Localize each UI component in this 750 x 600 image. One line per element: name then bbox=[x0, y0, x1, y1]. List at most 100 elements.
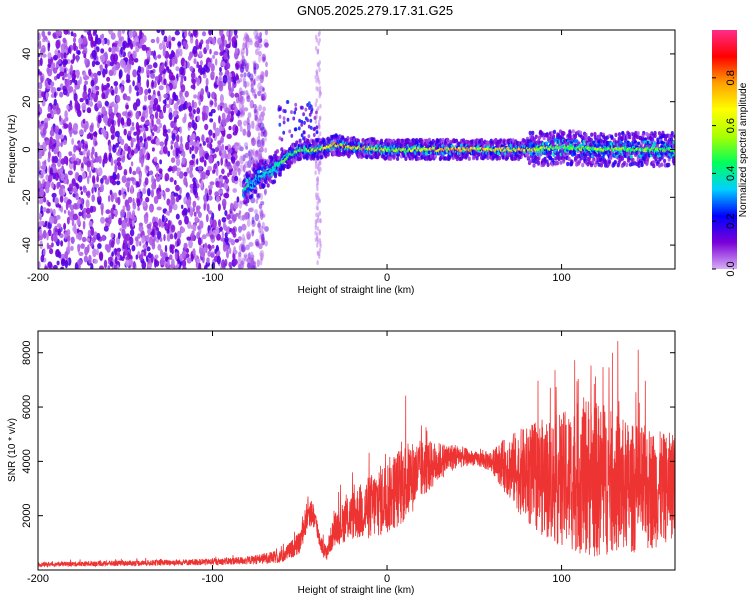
noise-speckle bbox=[140, 116, 145, 123]
noise-speckle bbox=[51, 242, 54, 248]
noise-speckle bbox=[318, 247, 322, 253]
noise-speckle bbox=[176, 240, 180, 247]
noise-speckle bbox=[179, 95, 185, 105]
noise-speckle bbox=[318, 160, 322, 165]
noise-speckle bbox=[114, 248, 118, 256]
noise-speckle bbox=[108, 69, 114, 77]
noise-speckle bbox=[207, 244, 211, 249]
noise-speckle bbox=[240, 111, 246, 116]
signal-halo bbox=[254, 189, 258, 194]
noise-speckle bbox=[231, 36, 237, 44]
noise-speckle bbox=[241, 223, 247, 231]
noise-speckle bbox=[233, 169, 238, 178]
noise-speckle bbox=[59, 115, 62, 122]
noise-speckle bbox=[127, 130, 132, 137]
noise-speckle bbox=[163, 191, 166, 201]
noise-speckle bbox=[202, 247, 207, 253]
noise-speckle bbox=[216, 255, 221, 265]
noise-speckle bbox=[187, 121, 193, 128]
noise-speckle bbox=[195, 205, 201, 211]
noise-speckle bbox=[94, 151, 98, 158]
noise-speckle bbox=[83, 53, 87, 59]
noise-speckle bbox=[181, 204, 184, 209]
noise-speckle bbox=[183, 76, 187, 82]
noise-speckle bbox=[230, 92, 235, 98]
noise-speckle bbox=[123, 243, 127, 250]
noise-speckle bbox=[47, 105, 51, 113]
noise-speckle bbox=[263, 137, 268, 142]
noise-speckle bbox=[184, 90, 189, 98]
noise-speckle bbox=[123, 168, 128, 176]
noise-speckle bbox=[200, 39, 204, 45]
noise-speckle bbox=[38, 160, 41, 169]
noise-speckle bbox=[246, 95, 251, 103]
noise-speckle bbox=[192, 185, 198, 194]
noise-speckle bbox=[223, 52, 228, 60]
noise-speckle bbox=[106, 76, 111, 82]
noise-speckle bbox=[121, 187, 124, 196]
noise-speckle bbox=[115, 142, 119, 148]
noise-speckle bbox=[171, 36, 176, 42]
noise-speckle bbox=[225, 43, 231, 49]
signal-halo bbox=[295, 140, 299, 145]
noise-speckle bbox=[199, 150, 203, 158]
noise-speckle bbox=[135, 41, 140, 47]
signal-halo bbox=[552, 134, 556, 139]
noise-speckle bbox=[112, 144, 116, 150]
signal-halo bbox=[293, 159, 297, 164]
noise-speckle bbox=[100, 177, 104, 185]
noise-speckle bbox=[89, 100, 94, 107]
noise-speckle bbox=[214, 101, 218, 108]
noise-speckle bbox=[206, 192, 209, 202]
noise-speckle bbox=[84, 80, 88, 86]
noise-speckle bbox=[48, 140, 53, 150]
noise-speckle bbox=[42, 229, 47, 239]
noise-speckle bbox=[242, 164, 246, 173]
noise-speckle bbox=[92, 131, 98, 137]
noise-speckle bbox=[245, 254, 248, 262]
noise-speckle bbox=[81, 162, 84, 169]
noise-speckle bbox=[252, 103, 257, 109]
noise-speckle bbox=[70, 59, 75, 64]
noise-speckle bbox=[246, 231, 251, 240]
noise-speckle bbox=[183, 60, 187, 70]
noise-speckle bbox=[130, 42, 134, 50]
noise-speckle bbox=[64, 110, 68, 119]
noise-speckle bbox=[98, 155, 102, 164]
noise-speckle bbox=[86, 160, 92, 168]
noise-speckle bbox=[173, 180, 177, 185]
noise-speckle bbox=[231, 86, 234, 93]
noise-speckle bbox=[136, 198, 141, 208]
noise-speckle bbox=[120, 46, 123, 55]
noise-speckle bbox=[128, 30, 133, 39]
noise-speckle bbox=[120, 209, 125, 218]
noise-speckle bbox=[78, 251, 84, 256]
noise-speckle bbox=[182, 150, 186, 158]
noise-speckle bbox=[111, 240, 115, 248]
noise-speckle bbox=[215, 180, 220, 188]
noise-speckle bbox=[127, 67, 131, 75]
noise-speckle bbox=[169, 177, 174, 183]
noise-speckle bbox=[247, 112, 252, 119]
noise-speckle bbox=[168, 40, 172, 50]
noise-speckle bbox=[169, 58, 173, 68]
noise-speckle bbox=[174, 57, 178, 65]
noise-speckle bbox=[91, 92, 96, 98]
noise-speckle bbox=[161, 30, 165, 36]
noise-speckle bbox=[125, 182, 130, 188]
noise-speckle bbox=[89, 241, 94, 247]
noise-speckle bbox=[314, 170, 317, 176]
noise-speckle bbox=[121, 150, 126, 156]
noise-speckle bbox=[226, 30, 230, 38]
noise-speckle bbox=[83, 255, 89, 263]
noise-speckle bbox=[130, 237, 134, 245]
noise-speckle bbox=[191, 99, 195, 108]
noise-speckle bbox=[226, 133, 232, 139]
noise-speckle bbox=[245, 47, 249, 57]
noise-speckle bbox=[132, 80, 135, 87]
noise-speckle bbox=[162, 252, 167, 259]
noise-speckle bbox=[259, 139, 265, 149]
noise-speckle bbox=[136, 191, 141, 200]
noise-speckle bbox=[186, 167, 190, 174]
